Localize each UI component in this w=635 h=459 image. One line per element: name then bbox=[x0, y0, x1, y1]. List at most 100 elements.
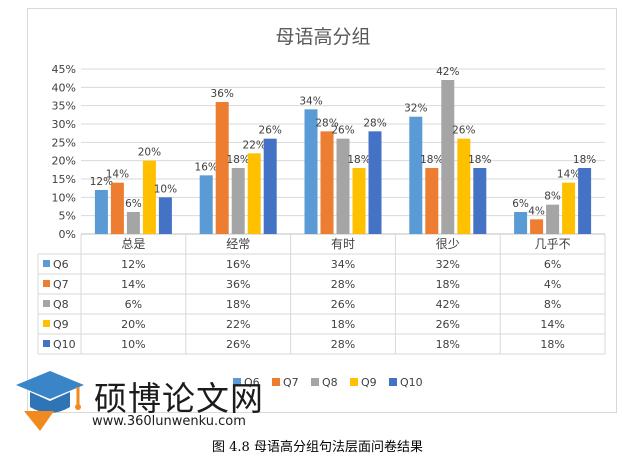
table-cell: 26% bbox=[436, 318, 460, 331]
series-name: Q8 bbox=[53, 298, 69, 311]
chart-title: 母语高分组 bbox=[275, 26, 370, 48]
bar bbox=[425, 168, 439, 234]
chart-frame: 母语高分组 0% 5% 10% 15% 20% 25% 30% 35% 40% 45% 12% 14% 6… bbox=[27, 8, 617, 413]
data-label: 14% bbox=[106, 169, 129, 181]
watermark-title: 硕博论文网 bbox=[94, 379, 264, 418]
legend-swatch bbox=[272, 378, 280, 386]
bar bbox=[514, 212, 528, 234]
legend-label: Q6 bbox=[244, 376, 260, 389]
y-tick-label: 40% bbox=[52, 81, 76, 94]
bar bbox=[530, 219, 544, 234]
data-label: 6% bbox=[125, 198, 142, 210]
table-cell: 12% bbox=[121, 258, 145, 271]
legend-key bbox=[43, 320, 50, 327]
bar bbox=[215, 102, 229, 234]
legend-key bbox=[43, 340, 50, 347]
legend-key bbox=[43, 260, 50, 267]
legend-label: Q10 bbox=[400, 376, 423, 389]
bar bbox=[409, 116, 423, 234]
series-name: Q10 bbox=[53, 338, 76, 351]
table-cell: 4% bbox=[544, 278, 561, 291]
bar bbox=[562, 182, 576, 234]
table-cell: 26% bbox=[331, 298, 355, 311]
table-cell: 10% bbox=[121, 338, 145, 351]
legend-swatch bbox=[233, 378, 241, 386]
x-tick-label: 经常 bbox=[226, 237, 250, 251]
table-cell: 8% bbox=[544, 298, 561, 311]
data-label: 26% bbox=[259, 125, 282, 137]
data-label: 22% bbox=[243, 139, 266, 151]
table-cell: 36% bbox=[226, 278, 250, 291]
y-tick-label: 25% bbox=[52, 136, 76, 149]
data-label: 10% bbox=[154, 183, 177, 195]
x-tick-label: 有时 bbox=[331, 237, 355, 251]
table-cell: 14% bbox=[540, 318, 564, 331]
table-cell: 20% bbox=[121, 318, 145, 331]
table-cell: 16% bbox=[226, 258, 250, 271]
bar bbox=[199, 175, 213, 234]
bar bbox=[336, 138, 350, 234]
data-label: 8% bbox=[544, 191, 561, 203]
data-label: 16% bbox=[195, 161, 218, 173]
mortarboard-icon bbox=[16, 371, 84, 431]
table-cell: 18% bbox=[436, 278, 460, 291]
legend-key bbox=[43, 280, 50, 287]
series-name: Q9 bbox=[53, 318, 69, 331]
table-cell: 34% bbox=[331, 258, 355, 271]
y-tick-label: 20% bbox=[52, 155, 76, 168]
table-cell: 42% bbox=[436, 298, 460, 311]
legend-swatch bbox=[389, 378, 397, 386]
data-label: 36% bbox=[211, 88, 234, 100]
bar bbox=[578, 168, 592, 234]
data-label: 34% bbox=[299, 95, 322, 107]
table-cell: 14% bbox=[121, 278, 145, 291]
bar bbox=[231, 168, 245, 234]
y-tick-label: 5% bbox=[59, 210, 76, 223]
watermark-url: www.360lunwenku.com bbox=[92, 414, 246, 429]
data-label: 26% bbox=[452, 125, 475, 137]
data-label: 14% bbox=[557, 169, 580, 181]
table-cell: 28% bbox=[331, 338, 355, 351]
bar bbox=[473, 168, 487, 234]
table-cell: 32% bbox=[436, 258, 460, 271]
legend-key bbox=[43, 300, 50, 307]
table-cell: 26% bbox=[226, 338, 250, 351]
data-label: 18% bbox=[468, 154, 491, 166]
bar bbox=[304, 109, 318, 234]
table-cell: 18% bbox=[436, 338, 460, 351]
y-tick-label: 45% bbox=[52, 63, 76, 76]
bar bbox=[352, 168, 366, 234]
x-tick-label: 总是 bbox=[121, 237, 145, 251]
table-cell: 28% bbox=[331, 278, 355, 291]
data-label: 42% bbox=[436, 66, 459, 78]
bar bbox=[368, 131, 382, 234]
series-name: Q6 bbox=[53, 258, 69, 271]
legend-swatch bbox=[350, 378, 358, 386]
data-label: 6% bbox=[512, 198, 529, 210]
bar bbox=[320, 131, 334, 234]
table-cell: 18% bbox=[226, 298, 250, 311]
data-label: 18% bbox=[420, 154, 443, 166]
table-cell: 22% bbox=[226, 318, 250, 331]
bar bbox=[126, 212, 140, 234]
data-label: 28% bbox=[315, 117, 338, 129]
data-label: 28% bbox=[363, 117, 386, 129]
bar bbox=[94, 190, 108, 234]
figure-caption: 图 4.8 母语高分组句法层面问卷结果 bbox=[212, 440, 423, 455]
table-cell: 6% bbox=[125, 298, 142, 311]
bar bbox=[142, 160, 156, 234]
table-cell: 18% bbox=[540, 338, 564, 351]
y-tick-label: 10% bbox=[52, 191, 76, 204]
bar bbox=[110, 182, 124, 234]
y-tick-label: 0% bbox=[59, 228, 76, 241]
data-label: 4% bbox=[528, 205, 545, 217]
bar bbox=[263, 138, 277, 234]
legend-label: Q7 bbox=[283, 376, 299, 389]
chart-svg: 母语高分组0%5%10%15%20%25%30%35%40%45%12%14%6… bbox=[37, 26, 606, 389]
data-label: 18% bbox=[347, 154, 370, 166]
bar bbox=[247, 153, 261, 234]
data-label: 20% bbox=[138, 147, 161, 159]
table-cell: 18% bbox=[331, 318, 355, 331]
legend-swatch bbox=[311, 378, 319, 386]
x-tick-label: 几乎不 bbox=[535, 237, 571, 251]
